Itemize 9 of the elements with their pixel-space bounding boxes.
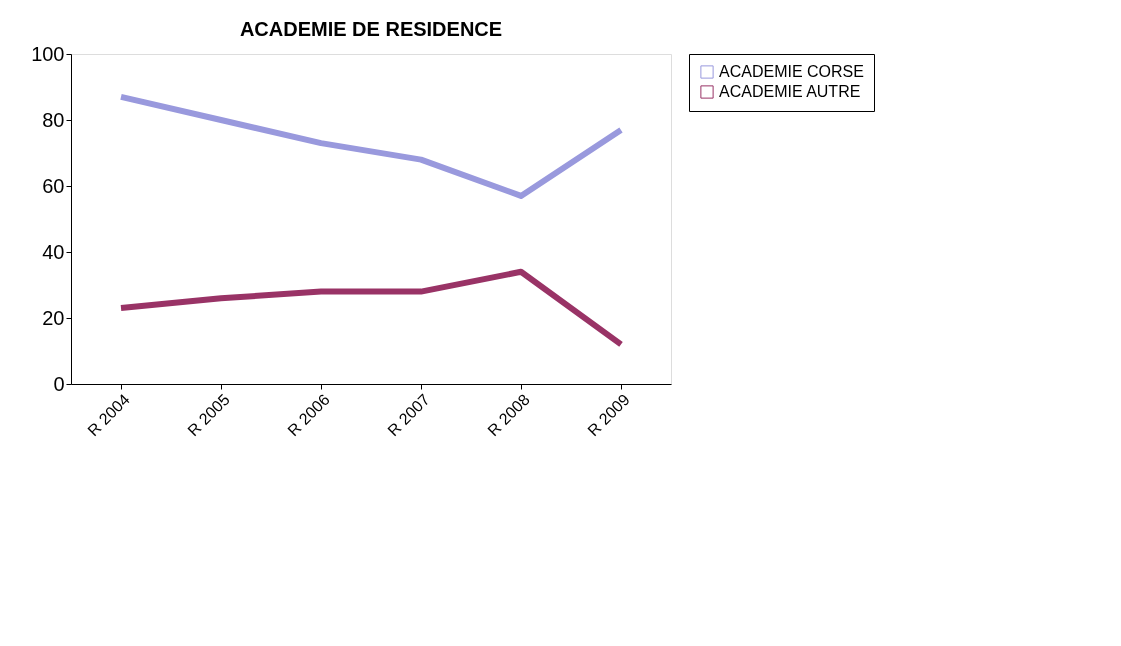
y-tick-label: 0 [53, 372, 65, 395]
y-tick-label: 80 [42, 108, 65, 131]
y-tick-label: 60 [42, 174, 65, 197]
legend-label: ACADEMIE CORSE [719, 63, 864, 80]
legend-label: ACADEMIE AUTRE [719, 83, 861, 100]
y-tick-label: 20 [42, 306, 65, 329]
chart-title: ACADEMIE DE RESIDENCE [239, 18, 503, 40]
y-tick-label: 100 [31, 42, 65, 65]
y-tick-label: 40 [42, 240, 65, 263]
